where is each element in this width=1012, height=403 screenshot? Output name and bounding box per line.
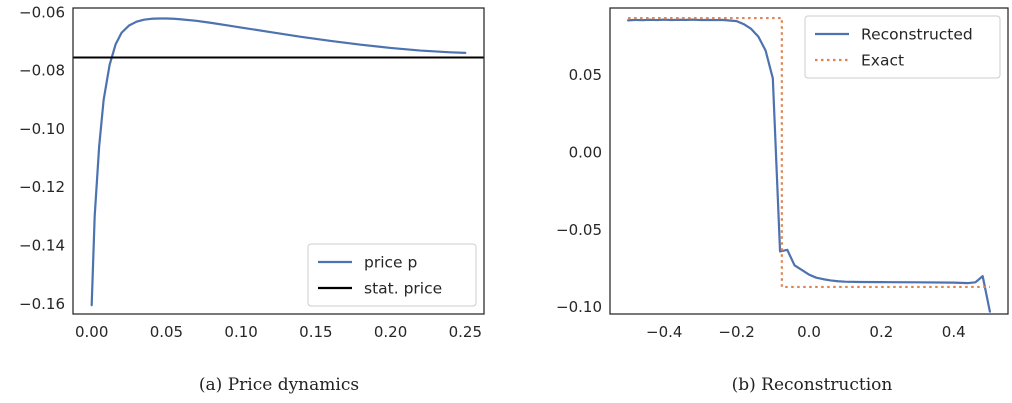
figure-caption: (a) Price dynamics — [199, 375, 359, 395]
x-tick-label: 0.10 — [224, 323, 257, 341]
legend-label: price p — [364, 254, 417, 272]
x-tick-label: −0.2 — [718, 323, 754, 341]
y-tick-label: −0.08 — [19, 62, 65, 80]
x-tick-label: 0.05 — [150, 323, 183, 341]
x-tick-label: 0.2 — [869, 323, 893, 341]
y-tick-label: 0.05 — [569, 66, 602, 84]
legend-label: Exact — [861, 52, 904, 70]
x-tick-label: 0.20 — [374, 323, 407, 341]
y-tick-label: −0.10 — [19, 120, 65, 138]
y-tick-label: −0.12 — [19, 178, 65, 196]
y-tick-label: −0.10 — [556, 298, 602, 316]
y-tick-label: −0.06 — [19, 3, 65, 21]
panel-price-dynamics: 0.00 0.05 0.10 0.15 0.20 0.25 −0.16 −0.14 −0.12 −… — [19, 3, 485, 395]
y-tick-label: −0.14 — [19, 237, 65, 255]
legend-box — [307, 243, 477, 307]
series-line-0 — [626, 18, 992, 313]
x-tick-label: −0.4 — [646, 323, 682, 341]
panel-reconstruction: −0.4 −0.2 0.0 0.2 0.4 −0.10 −0.05 0.00 0.05 Recon… — [556, 7, 1009, 395]
x-tick-label: 0.00 — [75, 323, 108, 341]
y-tick-label: −0.05 — [556, 221, 602, 239]
x-tick-label: 0.0 — [797, 323, 821, 341]
legend-box — [804, 15, 1001, 79]
legend-label: Reconstructed — [861, 26, 973, 44]
y-tick-label: −0.16 — [19, 295, 65, 313]
axes-frame — [72, 7, 485, 315]
x-tick-label: 0.25 — [449, 323, 482, 341]
series-line-1 — [628, 16, 990, 289]
x-tick-label: 0.4 — [942, 323, 966, 341]
figure-caption: (b) Reconstruction — [732, 375, 893, 395]
x-tick-label: 0.15 — [299, 323, 332, 341]
axes-frame — [609, 7, 1009, 315]
legend-label: stat. price — [364, 280, 442, 298]
y-tick-label: 0.00 — [569, 144, 602, 162]
